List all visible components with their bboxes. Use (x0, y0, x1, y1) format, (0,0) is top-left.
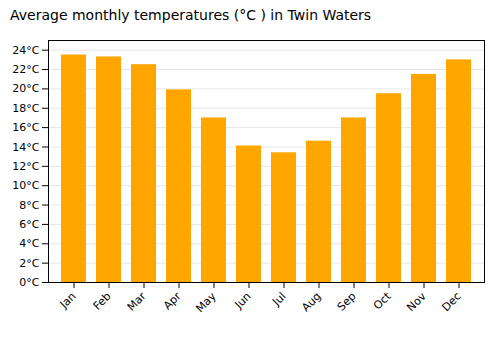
svg-text:Dec: Dec (439, 290, 463, 314)
svg-text:12°C: 12°C (12, 160, 39, 173)
svg-text:Mar: Mar (125, 290, 149, 314)
svg-text:Jun: Jun (232, 290, 254, 312)
svg-text:Sep: Sep (335, 290, 359, 314)
svg-text:Jul: Jul (269, 290, 288, 309)
svg-text:22°C: 22°C (12, 63, 39, 76)
svg-text:May: May (193, 290, 219, 316)
svg-text:2°C: 2°C (19, 257, 39, 270)
svg-text:0°C: 0°C (19, 276, 39, 289)
svg-text:20°C: 20°C (12, 83, 39, 96)
html-text:Average monthly temperatures (: Average monthly temperatures (°C ) in Tw… (10, 7, 372, 23)
svg-text:Nov: Nov (404, 290, 429, 315)
svg-text:16°C: 16°C (12, 121, 39, 134)
svg-text:24°C: 24°C (12, 44, 39, 57)
svg-text:8°C: 8°C (19, 199, 39, 212)
svg-text:Jan: Jan (57, 290, 79, 312)
svg-text:14°C: 14°C (12, 141, 39, 154)
svg-text:Aug: Aug (299, 290, 323, 314)
svg-text:4°C: 4°C (19, 237, 39, 250)
svg-text:Feb: Feb (91, 290, 114, 313)
svg-text:6°C: 6°C (19, 218, 39, 231)
svg-text:Oct: Oct (371, 289, 394, 312)
svg-text:10°C: 10°C (12, 179, 39, 192)
svg-text:Apr: Apr (161, 290, 184, 313)
svg-text:18°C: 18°C (12, 102, 39, 115)
